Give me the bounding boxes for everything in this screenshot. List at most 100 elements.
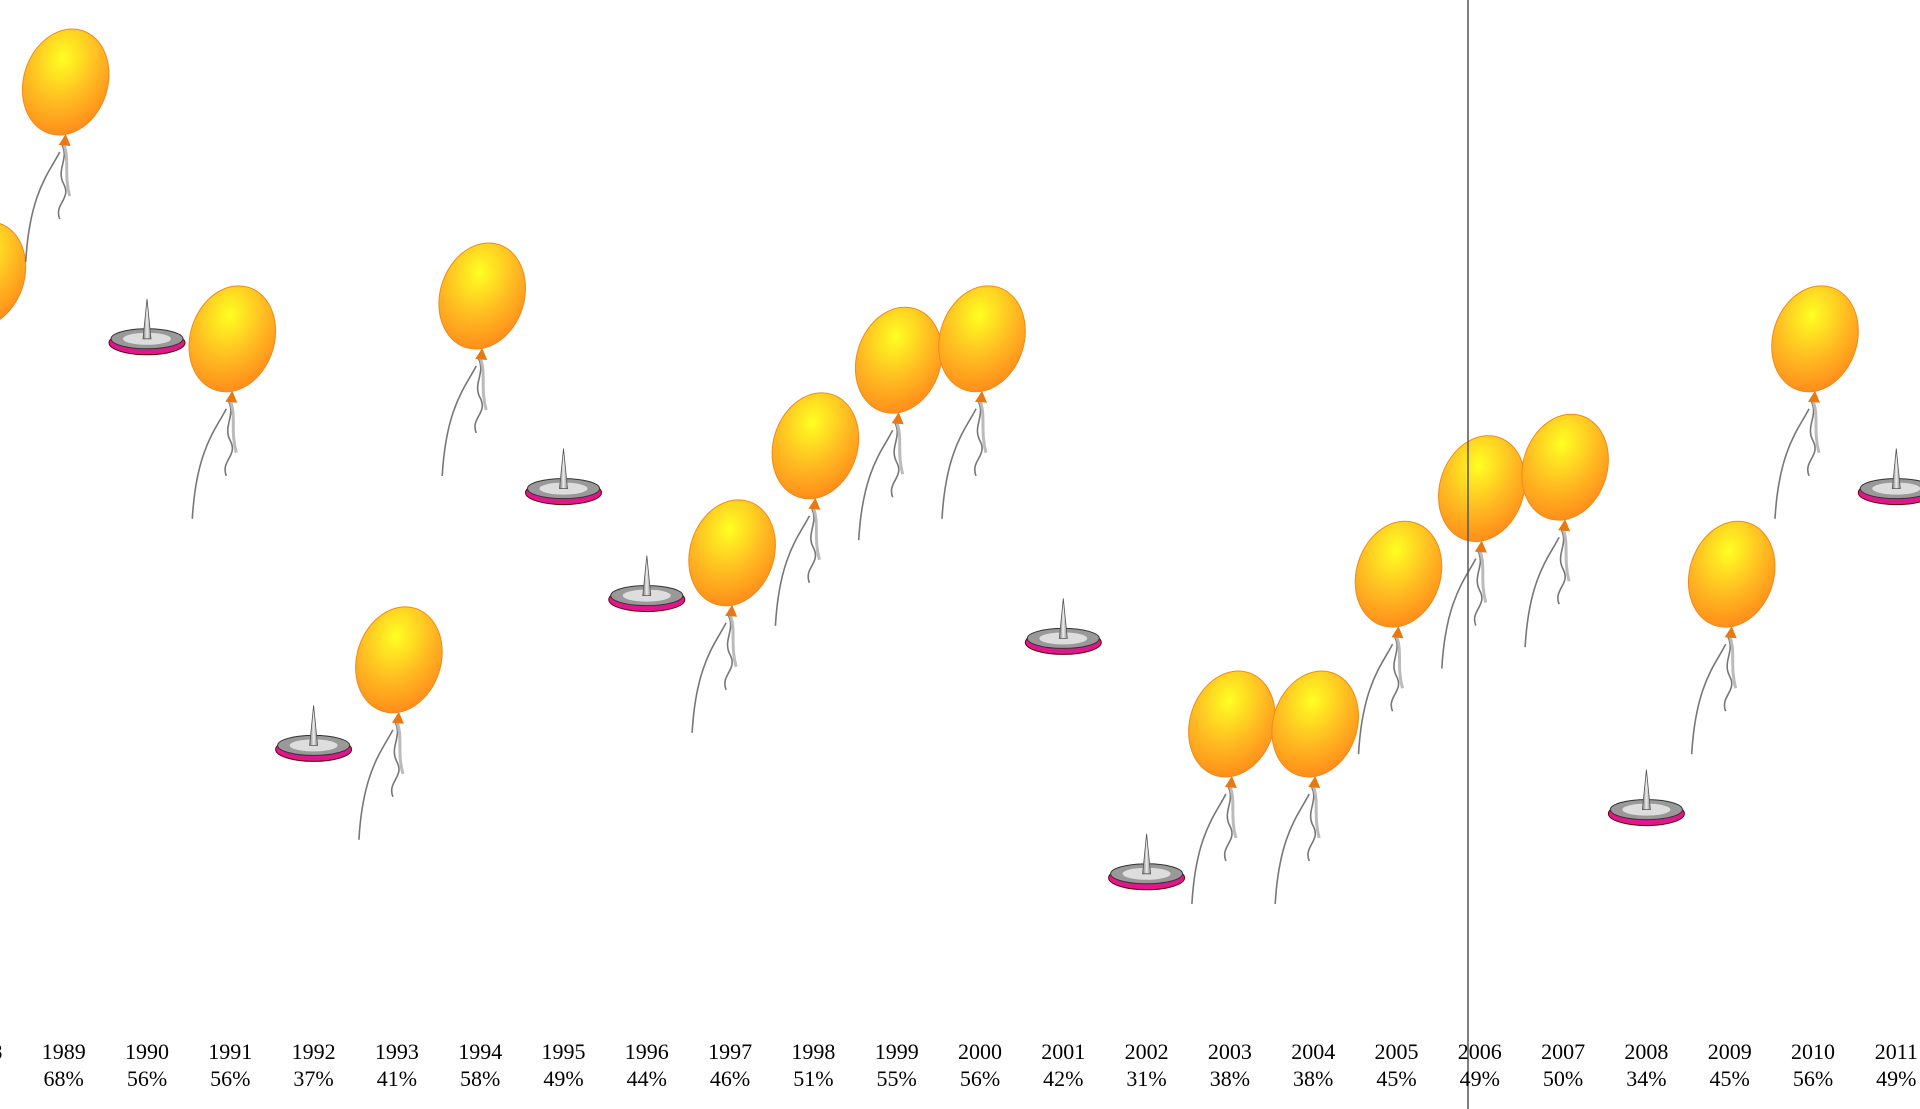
value-label: 56% <box>210 1066 250 1091</box>
balloon-ribbon <box>978 400 988 454</box>
value-label: 58% <box>460 1066 500 1091</box>
balloon-string <box>1524 528 1566 648</box>
balloon <box>1771 285 1859 519</box>
balloon-ribbon <box>1478 550 1488 603</box>
balloon-string <box>691 614 733 733</box>
balloon-ribbon <box>1728 635 1738 689</box>
balloon-knot <box>1308 776 1321 788</box>
pin <box>1857 448 1920 506</box>
balloon <box>355 606 443 840</box>
pin-spike <box>1891 448 1901 489</box>
value-label: 38% <box>1293 1066 1333 1091</box>
balloon-knot <box>808 497 821 510</box>
value-label: 46% <box>710 1066 750 1091</box>
balloon-body <box>1687 520 1776 628</box>
balloon-string <box>774 507 817 626</box>
balloon-knot <box>225 390 238 403</box>
balloon <box>438 242 526 477</box>
year-label: 1997 <box>708 1039 752 1064</box>
year-label: 1990 <box>125 1039 169 1064</box>
year-label: 2005 <box>1375 1039 1419 1064</box>
year-label: 2007 <box>1541 1039 1585 1064</box>
value-label: 56% <box>1793 1066 1833 1091</box>
year-label: 2001 <box>1041 1039 1085 1064</box>
year-label: 2008 <box>1624 1039 1668 1064</box>
balloon-ribbon <box>895 421 905 475</box>
balloon <box>1438 435 1526 669</box>
pin <box>1607 769 1685 827</box>
pin-spike <box>309 705 319 746</box>
year-label: 1988 <box>0 1039 2 1064</box>
balloon <box>854 306 943 541</box>
pin-spike <box>1641 769 1651 810</box>
balloon-knot <box>891 412 904 425</box>
year-label: 2009 <box>1708 1039 1752 1064</box>
value-label: 38% <box>1210 1066 1250 1091</box>
pin-spike <box>642 555 652 596</box>
balloon-ribbon <box>1311 785 1321 839</box>
balloon-body <box>1521 413 1609 521</box>
year-label: 2011 <box>1875 1039 1918 1064</box>
balloon-body <box>771 392 860 500</box>
balloon-string <box>1690 635 1733 755</box>
value-label: 56% <box>127 1066 167 1091</box>
pin-spike <box>1058 598 1068 639</box>
value-label: 45% <box>1376 1066 1416 1091</box>
balloon-body <box>1354 520 1443 628</box>
year-label: 1991 <box>208 1039 252 1064</box>
year-label: 2003 <box>1208 1039 1252 1064</box>
balloon <box>188 285 277 519</box>
balloon-string <box>191 400 234 519</box>
balloon-ribbon <box>728 614 738 668</box>
year-label: 1992 <box>292 1039 336 1064</box>
value-label: 68% <box>44 1066 84 1091</box>
year-label: 1999 <box>875 1039 919 1064</box>
balloon-string <box>941 400 983 519</box>
balloon-knot <box>475 348 488 360</box>
balloon-string <box>24 143 67 263</box>
balloon-body <box>854 306 943 414</box>
balloon <box>1271 670 1359 905</box>
pin <box>108 298 186 356</box>
year-label: 1993 <box>375 1039 419 1064</box>
year-label: 1994 <box>458 1039 502 1064</box>
balloon-ribbon <box>395 721 405 775</box>
marks <box>0 28 1920 905</box>
balloon-ribbon <box>1811 400 1821 454</box>
balloon-knot <box>1474 540 1487 553</box>
balloon-string <box>1357 635 1400 755</box>
balloon-body <box>1771 285 1859 393</box>
balloon-knot <box>1391 626 1404 639</box>
balloon-knot <box>1724 626 1737 639</box>
balloon-string <box>1441 550 1483 669</box>
year-label: 1996 <box>625 1039 669 1064</box>
balloon-string <box>1191 785 1233 905</box>
year-label: 2004 <box>1291 1039 1335 1064</box>
balloon-body <box>1271 670 1359 778</box>
balloon-knot <box>391 711 404 724</box>
balloon-body <box>688 499 776 607</box>
balloon-knot <box>975 390 987 403</box>
pin <box>1024 598 1102 655</box>
value-label: 56% <box>960 1066 1000 1091</box>
balloon-ribbon <box>228 400 238 454</box>
value-label: 49% <box>1876 1066 1916 1091</box>
value-label: 51% <box>793 1066 833 1091</box>
balloon-ribbon <box>1395 635 1404 689</box>
balloon-string <box>1274 785 1316 905</box>
balloon-ribbon <box>811 507 821 561</box>
balloon <box>938 285 1026 519</box>
balloon-body <box>1438 435 1526 543</box>
year-label: 1998 <box>791 1039 835 1064</box>
pin-spike <box>142 298 152 340</box>
value-label: 49% <box>543 1066 583 1091</box>
value-label: 37% <box>293 1066 333 1091</box>
balloon-knot <box>58 134 71 146</box>
value-label: 44% <box>627 1066 667 1091</box>
year-label: 1995 <box>542 1039 586 1064</box>
balloon-body <box>188 285 277 393</box>
value-label: 45% <box>1710 1066 1750 1091</box>
year-label: 2002 <box>1125 1039 1169 1064</box>
balloon <box>1188 670 1276 905</box>
value-label: 31% <box>1126 1066 1166 1091</box>
